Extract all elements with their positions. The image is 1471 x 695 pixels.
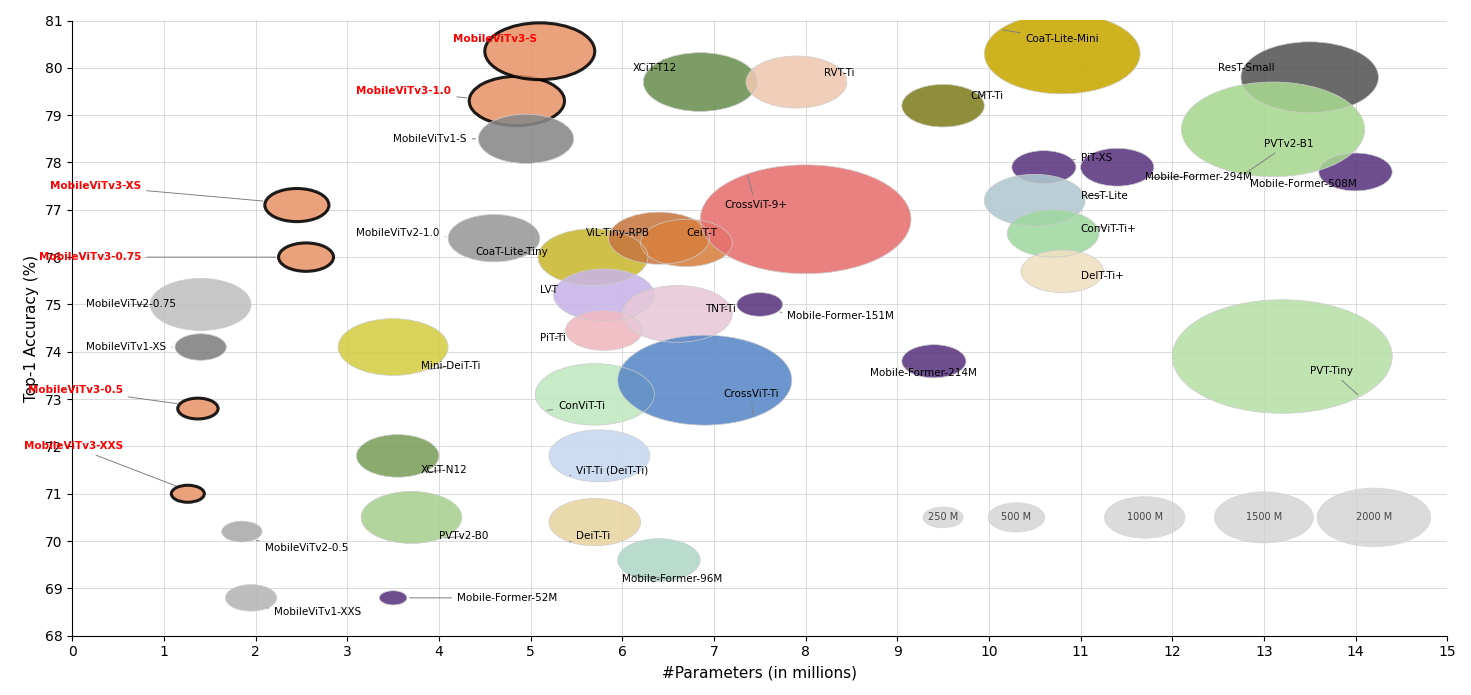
Circle shape xyxy=(553,269,655,321)
X-axis label: #Parameters (in millions): #Parameters (in millions) xyxy=(662,665,858,680)
Text: TNT-Ti: TNT-Ti xyxy=(705,304,736,314)
Text: DeIT-Ti+: DeIT-Ti+ xyxy=(1081,271,1124,281)
Text: 2000 M: 2000 M xyxy=(1356,512,1392,523)
Circle shape xyxy=(469,76,565,126)
Circle shape xyxy=(984,174,1086,227)
Text: Mobile-Former-214M: Mobile-Former-214M xyxy=(869,368,977,378)
Circle shape xyxy=(1012,151,1075,183)
Text: PVT-Tiny: PVT-Tiny xyxy=(1309,366,1358,395)
Text: ConViT-Ti+: ConViT-Ti+ xyxy=(1081,224,1136,234)
Circle shape xyxy=(1319,153,1392,191)
Text: LVT: LVT xyxy=(540,285,558,295)
Text: MobileViTv2-1.0: MobileViTv2-1.0 xyxy=(356,229,446,238)
Circle shape xyxy=(902,84,984,127)
Text: PVTv2-B1: PVTv2-B1 xyxy=(1246,138,1314,172)
Circle shape xyxy=(565,311,643,350)
Text: MobileViTv1-XXS: MobileViTv1-XXS xyxy=(268,607,362,617)
Circle shape xyxy=(1242,42,1378,113)
Text: MobileViTv1-XS: MobileViTv1-XS xyxy=(87,342,172,352)
Circle shape xyxy=(175,334,227,360)
Circle shape xyxy=(338,318,449,375)
Circle shape xyxy=(150,279,252,331)
Circle shape xyxy=(1181,82,1365,177)
Text: CoaT-Lite-Tiny: CoaT-Lite-Tiny xyxy=(475,247,549,257)
Text: MobileViTv3-1.0: MobileViTv3-1.0 xyxy=(356,86,466,98)
Circle shape xyxy=(1172,300,1392,414)
Text: MobileViTv3-0.5: MobileViTv3-0.5 xyxy=(28,384,177,404)
Text: CMT-Ti: CMT-Ti xyxy=(971,91,1003,101)
Text: MobileViTv1-S: MobileViTv1-S xyxy=(393,134,475,144)
Circle shape xyxy=(609,212,709,264)
Text: 1500 M: 1500 M xyxy=(1246,512,1283,523)
Text: Mobile-Former-52M: Mobile-Former-52M xyxy=(409,593,558,603)
Text: 1000 M: 1000 M xyxy=(1127,512,1162,523)
Circle shape xyxy=(737,293,783,316)
Text: MobileViTv2-0.5: MobileViTv2-0.5 xyxy=(256,541,349,553)
Circle shape xyxy=(178,398,218,419)
Text: PVTv2-B0: PVTv2-B0 xyxy=(438,532,488,541)
Circle shape xyxy=(535,363,655,425)
Text: MobileViTv2-0.75: MobileViTv2-0.75 xyxy=(87,300,177,309)
Text: 500 M: 500 M xyxy=(1002,512,1031,523)
Text: ViT-Ti (DeiT-Ti): ViT-Ti (DeiT-Ti) xyxy=(569,465,649,475)
Text: MobileViTv3-XS: MobileViTv3-XS xyxy=(50,181,263,201)
Text: DeiT-Ti: DeiT-Ti xyxy=(569,532,610,542)
Text: PiT-XS: PiT-XS xyxy=(1072,153,1112,163)
Circle shape xyxy=(922,507,964,528)
Circle shape xyxy=(618,335,791,425)
Circle shape xyxy=(549,498,640,546)
Text: MobileViTv3-S: MobileViTv3-S xyxy=(453,35,537,44)
Circle shape xyxy=(449,215,540,262)
Text: Mobile-Former-294M: Mobile-Former-294M xyxy=(1144,172,1252,181)
Circle shape xyxy=(478,114,574,163)
Circle shape xyxy=(171,485,204,502)
Circle shape xyxy=(356,434,438,477)
Circle shape xyxy=(700,165,911,274)
Circle shape xyxy=(989,502,1044,532)
Text: ResT-Lite: ResT-Lite xyxy=(1081,190,1127,201)
Circle shape xyxy=(640,219,733,267)
Circle shape xyxy=(643,53,758,111)
Circle shape xyxy=(225,584,277,611)
Text: Mobile-Former-96M: Mobile-Former-96M xyxy=(622,574,722,584)
Text: Mobile-Former-151M: Mobile-Former-151M xyxy=(780,311,894,321)
Text: CrossViT-9+: CrossViT-9+ xyxy=(724,177,787,210)
Circle shape xyxy=(380,591,407,605)
Text: CrossViT-Ti: CrossViT-Ti xyxy=(724,389,778,415)
Circle shape xyxy=(1008,210,1099,257)
Text: ResT-Small: ResT-Small xyxy=(1218,63,1275,73)
Circle shape xyxy=(622,286,733,343)
Text: CeiT-T: CeiT-T xyxy=(687,229,718,238)
Text: Mini-DeiT-Ti: Mini-DeiT-Ti xyxy=(421,361,480,371)
Text: RVT-Ti: RVT-Ti xyxy=(824,67,855,78)
Circle shape xyxy=(902,345,966,378)
Text: XCiT-T12: XCiT-T12 xyxy=(633,60,677,73)
Text: PiT-Ti: PiT-Ti xyxy=(540,333,566,343)
Circle shape xyxy=(1021,250,1103,293)
Circle shape xyxy=(222,521,262,542)
Circle shape xyxy=(984,13,1140,94)
Circle shape xyxy=(1317,488,1431,547)
Circle shape xyxy=(538,229,647,286)
Y-axis label: Top-1 Accuracy (%): Top-1 Accuracy (%) xyxy=(25,254,40,402)
Circle shape xyxy=(278,243,334,271)
Circle shape xyxy=(1215,492,1314,543)
Circle shape xyxy=(746,56,847,108)
Circle shape xyxy=(265,188,330,222)
Circle shape xyxy=(618,539,700,581)
Circle shape xyxy=(485,23,594,80)
Text: ConViT-Ti: ConViT-Ti xyxy=(547,401,605,411)
Text: 250 M: 250 M xyxy=(928,512,958,523)
Circle shape xyxy=(360,491,462,543)
Circle shape xyxy=(1081,148,1153,186)
Text: Mobile-Former-508M: Mobile-Former-508M xyxy=(1250,176,1356,189)
Circle shape xyxy=(1105,497,1186,538)
Text: MobileViTv3-XXS: MobileViTv3-XXS xyxy=(24,441,175,486)
Circle shape xyxy=(549,430,650,482)
Text: ViL-Tiny-RPB: ViL-Tiny-RPB xyxy=(585,229,650,238)
Text: CoaT-Lite-Mini: CoaT-Lite-Mini xyxy=(1003,30,1099,44)
Text: XCiT-N12: XCiT-N12 xyxy=(421,465,468,475)
Text: MobileViTv3-0.75: MobileViTv3-0.75 xyxy=(38,252,275,262)
